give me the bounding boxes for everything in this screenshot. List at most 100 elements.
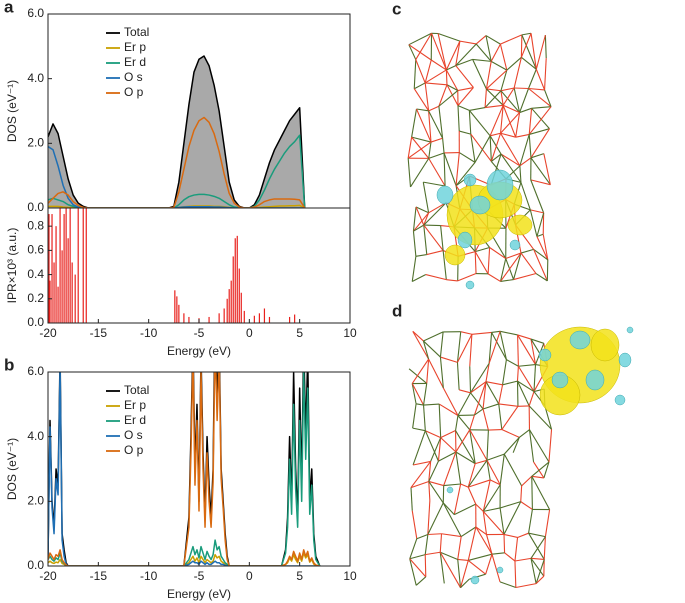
density-blob: [509, 239, 521, 251]
bond: [470, 363, 490, 394]
bond: [503, 534, 506, 553]
bond: [482, 484, 501, 512]
bond: [430, 137, 443, 143]
bond: [469, 429, 488, 461]
bond: [489, 132, 501, 137]
bond: [455, 65, 474, 88]
bond: [530, 558, 545, 577]
bond: [430, 437, 442, 462]
bond: [528, 87, 545, 91]
x-tick-label: 5: [296, 569, 303, 583]
line: [48, 372, 321, 566]
bond: [469, 366, 472, 393]
bond: [407, 141, 432, 159]
bond: [423, 331, 444, 342]
bond: [440, 430, 456, 439]
bond: [411, 510, 418, 539]
plot-area: [48, 208, 296, 323]
bond: [475, 503, 484, 512]
bond: [483, 507, 501, 512]
bond: [482, 511, 488, 535]
bond: [445, 40, 461, 71]
density-blob: [463, 173, 477, 187]
bond: [517, 334, 536, 365]
bond: [520, 33, 532, 58]
bond: [499, 507, 505, 535]
bond: [543, 153, 551, 185]
y-tick-label: 0.6: [27, 243, 44, 257]
x-tick-label: -15: [90, 569, 108, 583]
bond: [445, 69, 448, 85]
bond: [535, 69, 546, 91]
y-tick-label: 6.0: [27, 364, 44, 378]
y-tick-label: 0.0: [27, 200, 44, 214]
bond: [437, 33, 447, 71]
bond: [415, 32, 433, 60]
legend-label: Er d: [124, 413, 146, 427]
bond: [474, 135, 491, 163]
bond: [413, 224, 425, 232]
y-tick-label: 6.0: [27, 6, 44, 20]
bond: [455, 451, 462, 485]
bond: [437, 437, 442, 462]
bond: [423, 383, 428, 406]
bond: [500, 279, 514, 282]
x-tick-label: 5: [296, 326, 303, 340]
bond: [482, 479, 491, 512]
bond: [427, 500, 431, 535]
density-blob: [585, 369, 605, 391]
bond: [529, 209, 538, 237]
bond: [518, 429, 530, 438]
bond: [428, 110, 432, 143]
bond: [488, 428, 502, 431]
bond: [528, 405, 552, 430]
bond: [475, 246, 490, 253]
y-tick-label: 4.0: [27, 429, 44, 443]
bond: [489, 247, 507, 259]
density-blob: [470, 575, 480, 585]
bond: [484, 88, 487, 108]
bond: [543, 461, 550, 479]
bond: [528, 108, 533, 135]
density-blob: [444, 244, 466, 266]
bond: [460, 483, 469, 488]
bond: [516, 380, 530, 407]
bond: [485, 534, 493, 555]
bond: [410, 480, 429, 489]
bond: [472, 58, 492, 62]
bond: [520, 182, 531, 211]
structure-image: [408, 326, 634, 589]
bond: [445, 69, 459, 91]
bond: [411, 108, 418, 138]
structure-image: [407, 32, 552, 290]
bond: [500, 90, 504, 106]
bond: [517, 365, 535, 392]
bond: [502, 380, 518, 386]
density-blob: [551, 371, 569, 389]
bond: [486, 88, 501, 92]
density-blob: [469, 195, 491, 215]
bond: [502, 105, 517, 138]
bond: [500, 252, 522, 282]
bond: [427, 502, 444, 535]
bond: [426, 359, 430, 384]
bond: [423, 405, 426, 431]
bond: [487, 247, 491, 274]
density-blob: [507, 214, 533, 236]
bond: [482, 381, 487, 410]
bond: [486, 460, 491, 481]
bond: [409, 538, 418, 559]
bond: [530, 128, 550, 159]
bond: [519, 107, 532, 114]
bond: [490, 133, 502, 162]
bond: [485, 554, 493, 575]
bond: [535, 559, 545, 584]
bond: [544, 58, 547, 90]
bond: [468, 110, 491, 137]
bond: [467, 463, 476, 488]
bond: [503, 501, 522, 535]
line: [48, 372, 320, 566]
line: [48, 372, 320, 566]
